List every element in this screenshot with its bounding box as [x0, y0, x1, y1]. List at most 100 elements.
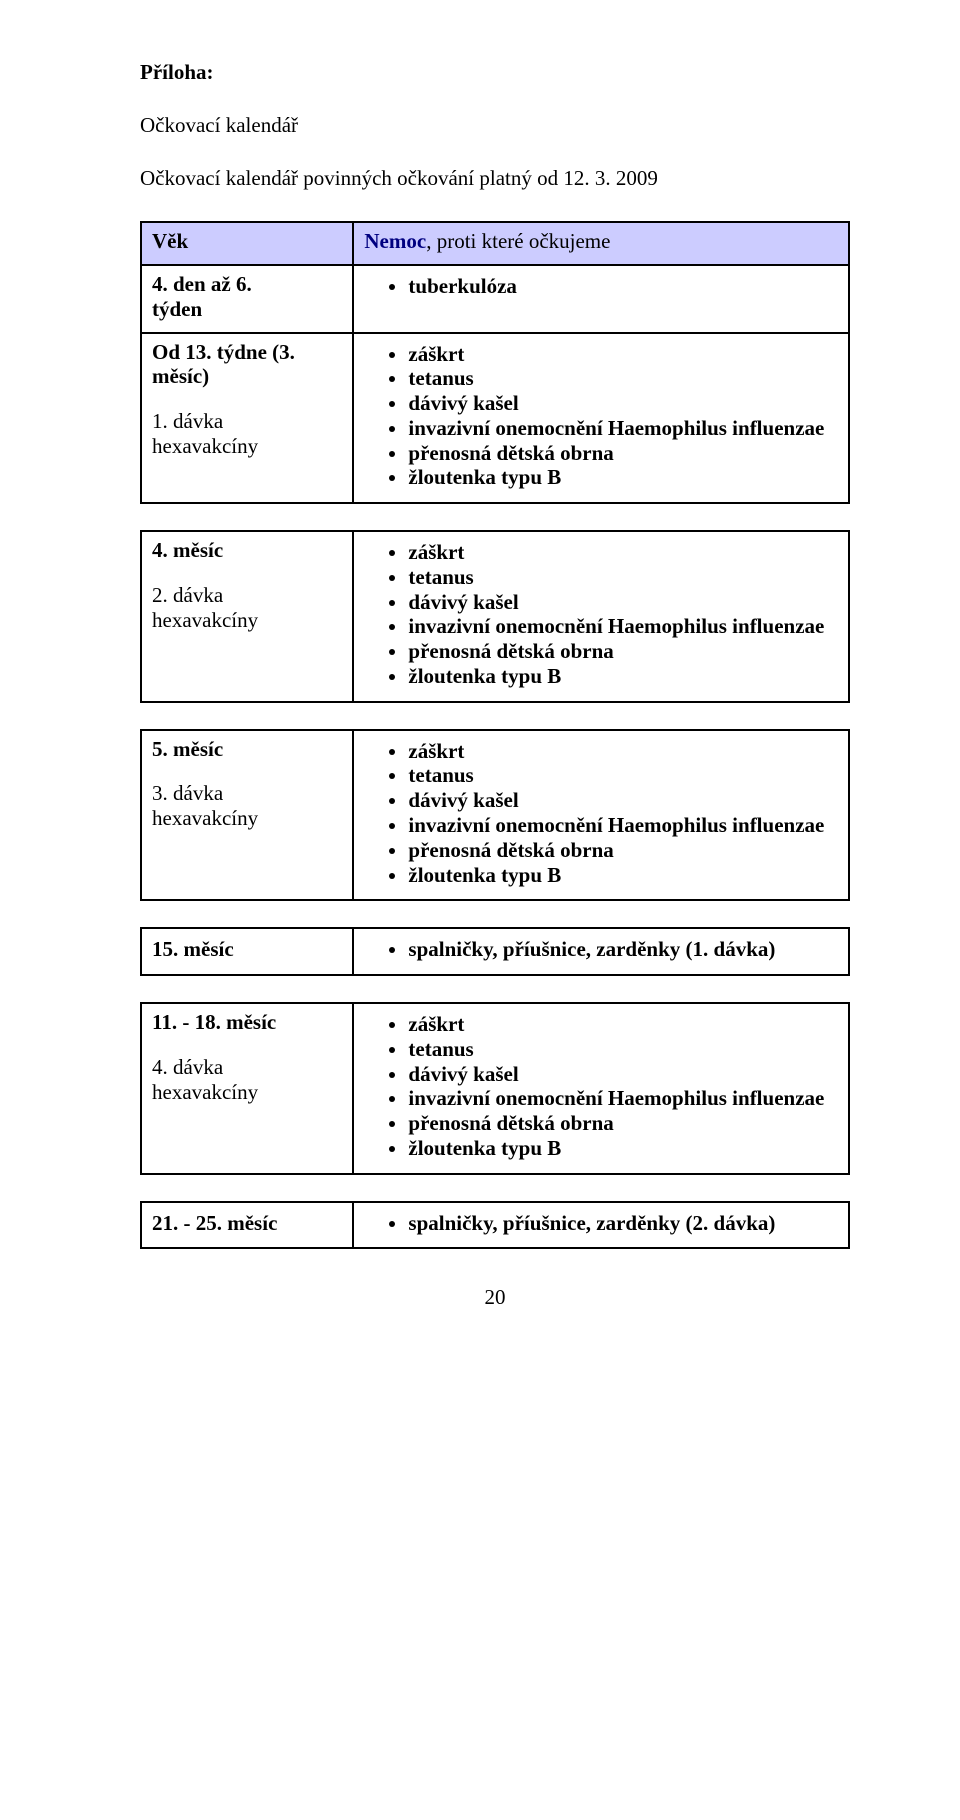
table-header-row: Věk Nemoc, proti které očkujeme: [141, 222, 849, 265]
age-text-line: 4. dávka: [152, 1055, 223, 1079]
header-cell-age: Věk: [141, 222, 353, 265]
disease-item: invazivní onemocnění Haemophilus influen…: [408, 813, 824, 837]
disease-item: dávivý kašel: [408, 788, 518, 812]
disease-list: tuberkulóza: [364, 274, 838, 299]
table-block-5: 11. - 18. měsíc 4. dávka hexavakcíny záš…: [140, 1002, 850, 1175]
disease-item: invazivní onemocnění Haemophilus influen…: [408, 416, 824, 440]
age-text-line: hexavakcíny: [152, 806, 258, 830]
disease-item: přenosná dětská obrna: [408, 441, 613, 465]
table-row: 4. měsíc 2. dávka hexavakcíny záškrt tet…: [141, 531, 849, 702]
table-block-4: 15. měsíc spalničky, příušnice, zarděnky…: [140, 927, 850, 976]
disease-item: tetanus: [408, 1037, 473, 1061]
disease-item: dávivý kašel: [408, 391, 518, 415]
age-text-line: hexavakcíny: [152, 608, 258, 632]
disease-item: žloutenka typu B: [408, 1136, 561, 1160]
disease-item: tetanus: [408, 565, 473, 589]
table-row: 15. měsíc spalničky, příušnice, zarděnky…: [141, 928, 849, 975]
disease-mmr-1: spalničky, příušnice, zarděnky (1. dávka…: [408, 937, 775, 961]
age-text-line: hexavakcíny: [152, 1080, 258, 1104]
list-item: žloutenka typu B: [408, 1136, 838, 1161]
age-text-line: 21. - 25. měsíc: [152, 1211, 277, 1235]
disease-item: žloutenka typu B: [408, 863, 561, 887]
age-text-line: 1. dávka: [152, 409, 223, 433]
disease-item: žloutenka typu B: [408, 664, 561, 688]
disease-cell-hexa-2: záškrt tetanus dávivý kašel invazivní on…: [353, 531, 849, 702]
disease-cell-hexa-4: záškrt tetanus dávivý kašel invazivní on…: [353, 1003, 849, 1174]
disease-item: záškrt: [408, 739, 464, 763]
list-item: tetanus: [408, 763, 838, 788]
list-item: dávivý kašel: [408, 391, 838, 416]
age-text-line: týden: [152, 297, 202, 321]
list-item: tetanus: [408, 366, 838, 391]
age-text-line: 2. dávka: [152, 583, 223, 607]
disease-list: spalničky, příušnice, zarděnky (2. dávka…: [364, 1211, 838, 1236]
table-block-6: 21. - 25. měsíc spalničky, příušnice, za…: [140, 1201, 850, 1250]
header-age-label: Věk: [152, 229, 188, 253]
age-text-line: 4. měsíc: [152, 538, 223, 562]
age-cell-5month: 5. měsíc 3. dávka hexavakcíny: [141, 730, 353, 901]
calendar-subheading: Očkovací kalendář: [140, 113, 850, 138]
age-text-line: Od 13. týdne (3.: [152, 340, 295, 364]
age-cell-15month: 15. měsíc: [141, 928, 353, 975]
list-item: záškrt: [408, 342, 838, 367]
disease-mmr-2: spalničky, příušnice, zarděnky (2. dávka…: [408, 1211, 775, 1235]
attachment-heading: Příloha:: [140, 60, 850, 85]
header-cell-disease: Nemoc, proti které očkujeme: [353, 222, 849, 265]
list-item: spalničky, příušnice, zarděnky (2. dávka…: [408, 1211, 838, 1236]
age-text-line: 5. měsíc: [152, 737, 223, 761]
list-item: invazivní onemocnění Haemophilus influen…: [408, 614, 838, 639]
intro-text: Očkovací kalendář povinných očkování pla…: [140, 166, 850, 191]
list-item: záškrt: [408, 1012, 838, 1037]
list-item: invazivní onemocnění Haemophilus influen…: [408, 416, 838, 441]
age-cell-4day-6week: 4. den až 6. týden: [141, 265, 353, 333]
list-item: spalničky, příušnice, zarděnky (1. dávka…: [408, 937, 838, 962]
disease-list: spalničky, příušnice, zarděnky (1. dávka…: [364, 937, 838, 962]
age-cell-4month: 4. měsíc 2. dávka hexavakcíny: [141, 531, 353, 702]
page: Příloha: Očkovací kalendář Očkovací kale…: [0, 0, 960, 1350]
disease-item: žloutenka typu B: [408, 465, 561, 489]
list-item: přenosná dětská obrna: [408, 441, 838, 466]
list-item: přenosná dětská obrna: [408, 1111, 838, 1136]
disease-item: invazivní onemocnění Haemophilus influen…: [408, 1086, 824, 1110]
disease-item: záškrt: [408, 1012, 464, 1036]
list-item: dávivý kašel: [408, 788, 838, 813]
disease-item: tetanus: [408, 763, 473, 787]
table-row: 11. - 18. měsíc 4. dávka hexavakcíny záš…: [141, 1003, 849, 1174]
list-item: žloutenka typu B: [408, 664, 838, 689]
list-item: invazivní onemocnění Haemophilus influen…: [408, 1086, 838, 1111]
disease-item: dávivý kašel: [408, 1062, 518, 1086]
disease-list: záškrt tetanus dávivý kašel invazivní on…: [364, 1012, 838, 1161]
disease-cell-hexa-1: záškrt tetanus dávivý kašel invazivní on…: [353, 333, 849, 504]
disease-item: přenosná dětská obrna: [408, 838, 613, 862]
table-row: Od 13. týdne (3. měsíc) 1. dávka hexavak…: [141, 333, 849, 504]
list-item: přenosná dětská obrna: [408, 639, 838, 664]
list-item: přenosná dětská obrna: [408, 838, 838, 863]
list-item: dávivý kašel: [408, 1062, 838, 1087]
table-block-2: 4. měsíc 2. dávka hexavakcíny záškrt tet…: [140, 530, 850, 703]
table-row: 5. měsíc 3. dávka hexavakcíny záškrt tet…: [141, 730, 849, 901]
disease-cell-mmr1: spalničky, příušnice, zarděnky (1. dávka…: [353, 928, 849, 975]
age-cell-13week: Od 13. týdne (3. měsíc) 1. dávka hexavak…: [141, 333, 353, 504]
disease-list: záškrt tetanus dávivý kašel invazivní on…: [364, 739, 838, 888]
table-row: 21. - 25. měsíc spalničky, příušnice, za…: [141, 1202, 849, 1249]
list-item: záškrt: [408, 540, 838, 565]
table-row: 4. den až 6. týden tuberkulóza: [141, 265, 849, 333]
disease-tuberculosis: tuberkulóza: [408, 274, 517, 298]
list-item: tetanus: [408, 1037, 838, 1062]
list-item: záškrt: [408, 739, 838, 764]
header-disease-word: Nemoc: [364, 229, 426, 253]
page-number: 20: [140, 1285, 850, 1310]
list-item: žloutenka typu B: [408, 465, 838, 490]
age-text-line: 15. měsíc: [152, 937, 234, 961]
disease-item: záškrt: [408, 342, 464, 366]
age-text-line: 11. - 18. měsíc: [152, 1010, 276, 1034]
list-item: tetanus: [408, 565, 838, 590]
age-text-line: měsíc): [152, 364, 209, 388]
list-item: žloutenka typu B: [408, 863, 838, 888]
disease-cell-hexa-3: záškrt tetanus dávivý kašel invazivní on…: [353, 730, 849, 901]
age-cell-21-25month: 21. - 25. měsíc: [141, 1202, 353, 1249]
list-item: invazivní onemocnění Haemophilus influen…: [408, 813, 838, 838]
header-disease-rest: , proti které očkujeme: [426, 229, 610, 253]
disease-cell-mmr2: spalničky, příušnice, zarděnky (2. dávka…: [353, 1202, 849, 1249]
table-block-3: 5. měsíc 3. dávka hexavakcíny záškrt tet…: [140, 729, 850, 902]
